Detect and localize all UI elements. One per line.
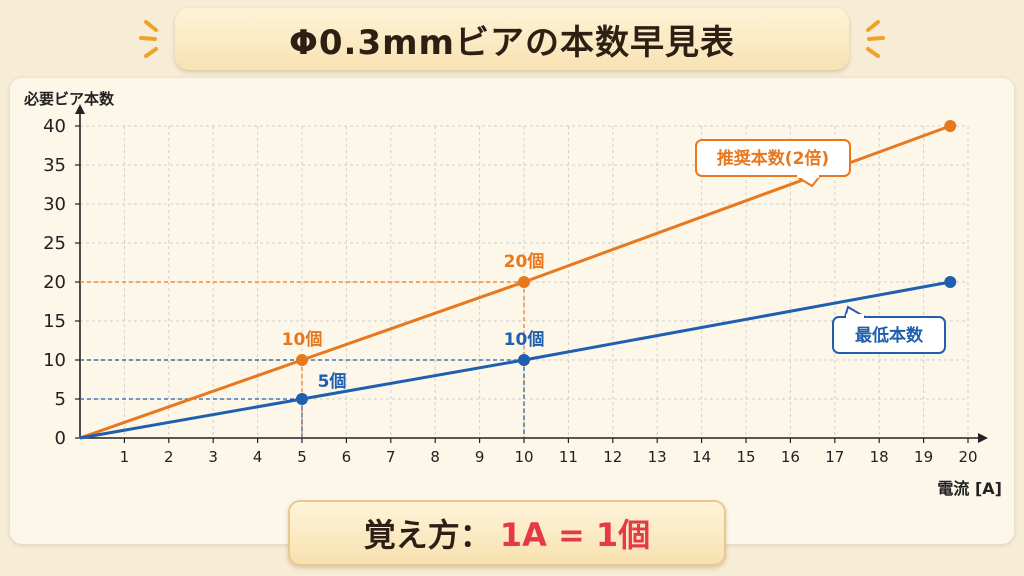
- x-tick-label: 13: [648, 448, 667, 466]
- legend-label: 推奨本数(2倍): [717, 148, 829, 169]
- y-tick-label: 30: [43, 194, 66, 215]
- mnemonic-box: 覚え方： 1A = 1個: [288, 500, 726, 566]
- x-tick-label: 2: [164, 448, 174, 466]
- x-axis-arrow: [978, 433, 988, 443]
- mnemonic-prefix: 覚え方：: [363, 516, 492, 554]
- legend-callout-pointer-mask: [846, 314, 864, 319]
- y-tick-label: 5: [55, 389, 66, 410]
- x-tick-label: 19: [914, 448, 933, 466]
- x-tick-label: 5: [297, 448, 307, 466]
- x-tick-label: 7: [386, 448, 396, 466]
- data-label: 10個: [504, 329, 545, 350]
- x-tick-label: 20: [958, 448, 977, 466]
- x-axis-label: 電流 [A]: [937, 479, 1002, 498]
- legend-callout-box: [695, 139, 851, 177]
- legend-label: 最低本数: [855, 325, 924, 346]
- y-tick-label: 15: [43, 311, 66, 332]
- data-label: 10個: [282, 329, 323, 350]
- x-tick-label: 10: [514, 448, 533, 466]
- x-tick-label: 9: [475, 448, 485, 466]
- series-line-1: [79, 280, 951, 440]
- legend-callout-pointer-mask: [797, 173, 819, 178]
- x-tick-label: 4: [253, 448, 263, 466]
- x-tick-label: 14: [692, 448, 711, 466]
- x-tick-label: 17: [825, 448, 844, 466]
- data-point: [296, 354, 308, 366]
- x-tick-label: 11: [559, 448, 578, 466]
- legend-callout-box: [832, 316, 946, 354]
- data-point: [944, 120, 957, 132]
- y-axis-label: 必要ビア本数: [23, 90, 115, 108]
- x-tick-label: 8: [430, 448, 440, 466]
- series-line-0: [79, 124, 951, 440]
- mnemonic-formula: 1A = 1個: [499, 516, 651, 554]
- y-tick-label: 20: [43, 272, 66, 293]
- x-tick-label: 6: [342, 448, 352, 466]
- data-point: [944, 276, 957, 288]
- y-axis-arrow: [75, 104, 85, 114]
- title-banner: Φ0.3mmビアの本数早見表: [175, 8, 849, 70]
- y-tick-label: 25: [43, 233, 66, 254]
- y-tick-label: 0: [55, 428, 66, 449]
- x-tick-label: 15: [736, 448, 755, 466]
- x-tick-label: 1: [120, 448, 130, 466]
- y-tick-label: 40: [43, 116, 66, 137]
- x-tick-label: 12: [603, 448, 622, 466]
- data-label: 20個: [504, 251, 545, 272]
- x-tick-label: 18: [870, 448, 889, 466]
- page-title: Φ0.3mmビアの本数早見表: [289, 22, 735, 63]
- data-point: [518, 354, 530, 366]
- x-tick-label: 16: [781, 448, 800, 466]
- data-point: [296, 393, 308, 405]
- data-label: 5個: [318, 371, 347, 392]
- y-tick-label: 10: [43, 350, 66, 371]
- x-tick-label: 3: [208, 448, 218, 466]
- data-point: [518, 276, 530, 288]
- y-tick-label: 35: [43, 155, 66, 176]
